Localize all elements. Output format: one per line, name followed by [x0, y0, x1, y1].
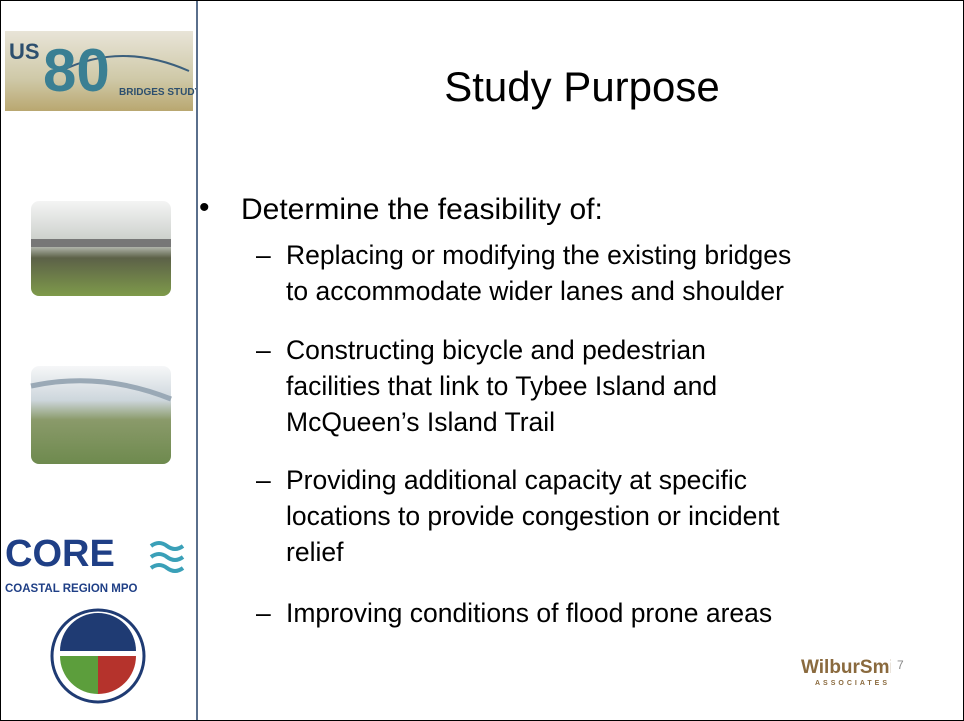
sub-bullet-line: McQueen’s Island Trail — [286, 404, 717, 440]
sidebar: US 80 BRIDGES STUDY CORE COASTAL REGION … — [1, 1, 198, 720]
footer-brand-sub: ASSOCIATES — [815, 680, 890, 687]
sub-bullet-line: to accommodate wider lanes and shoulder — [286, 273, 791, 309]
logo-subtitle: BRIDGES STUDY — [119, 87, 196, 98]
page-number: 7 — [897, 658, 904, 672]
core-waves — [151, 543, 183, 571]
logo-number: 80 — [43, 37, 110, 104]
sub-bullet-line: facilities that link to Tybee Island and — [286, 368, 717, 404]
sub-bullet: Providing additional capacity at specifi… — [256, 462, 780, 570]
sub-bullet-line: Providing additional capacity at specifi… — [286, 462, 780, 498]
footer-brand: WilburSmith — [801, 657, 891, 678]
core-subtitle: COASTAL REGION MPO — [5, 583, 138, 595]
core-name: CORE — [5, 533, 115, 575]
sub-bullet-line: Replacing or modifying the existing brid… — [286, 237, 791, 273]
logo-us: US — [9, 39, 40, 64]
bridge-deck — [31, 239, 171, 247]
footer-logo: WilburSmith ASSOCIATES — [801, 651, 891, 691]
bullet-text: Determine the feasibility of: — [241, 193, 603, 226]
sub-bullet-line: Constructing bicycle and pedestrian — [286, 332, 717, 368]
sub-bullet-line: relief — [286, 534, 780, 570]
bullet: Determine the feasibility of: — [203, 193, 603, 227]
sub-bullet-line: locations to provide congestion or incid… — [286, 498, 780, 534]
sidebar-graphics: US 80 BRIDGES STUDY CORE COASTAL REGION … — [1, 1, 196, 720]
slide-title: Study Purpose — [201, 63, 963, 111]
sub-bullet: Constructing bicycle and pedestrianfacil… — [256, 332, 717, 440]
sub-bullet: Replacing or modifying the existing brid… — [256, 237, 791, 309]
slide: US 80 BRIDGES STUDY CORE COASTAL REGION … — [0, 0, 964, 721]
sub-bullet: Improving conditions of flood prone area… — [256, 595, 772, 631]
sub-bullet-line: Improving conditions of flood prone area… — [286, 595, 772, 631]
bridge-photo — [31, 201, 171, 296]
